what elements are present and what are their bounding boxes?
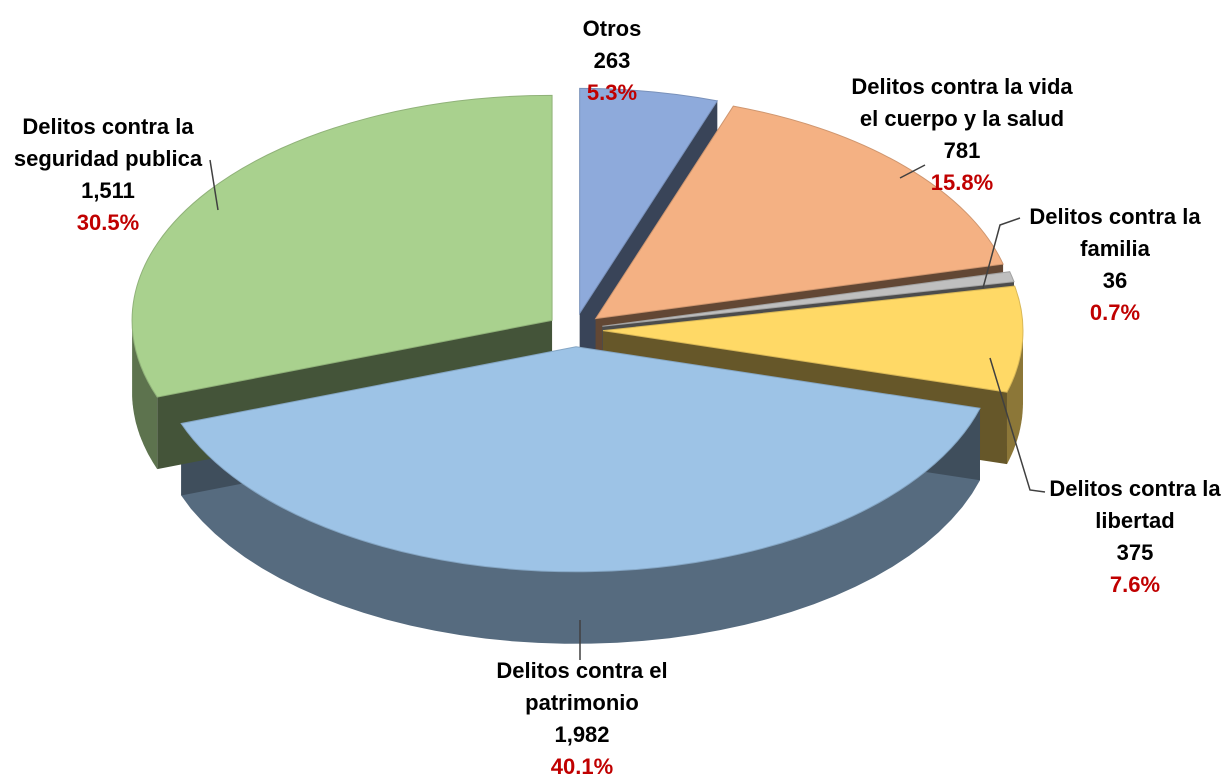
- slice: [131, 94, 553, 398]
- pie-tops: [131, 87, 1024, 573]
- slice-side: [132, 320, 158, 470]
- leader-line: [989, 357, 1046, 493]
- value-label: 263: [594, 48, 631, 73]
- category-label: Otros: [583, 16, 642, 41]
- category-label: Delitos contra la libertad: [1049, 476, 1221, 533]
- percentage-label: 40.1%: [551, 754, 613, 779]
- percentage-label: 7.6%: [1110, 572, 1160, 597]
- category-label: Delitos contra la familia: [1029, 204, 1201, 261]
- category-label: Delitos contra la vida el cuerpo y la sal…: [851, 74, 1073, 131]
- slice: [180, 346, 981, 573]
- percentage-label: 5.3%: [587, 80, 637, 105]
- leader-line: [899, 164, 926, 179]
- percentage-label: 30.5%: [77, 210, 139, 235]
- leader-line: [209, 159, 219, 211]
- value-label: 1,511: [81, 178, 135, 203]
- percentage-label: 0.7%: [1090, 300, 1140, 325]
- value-label: 1,982: [554, 722, 609, 747]
- leader-lines: [209, 159, 1046, 660]
- value-label: 36: [1103, 268, 1127, 293]
- slice: [579, 87, 719, 316]
- slice: [594, 105, 1004, 320]
- value-label: 375: [1117, 540, 1154, 565]
- labels: Otros 263 5.3% Delitos contra la vida el cue…: [14, 16, 1221, 779]
- percentage-label: 15.8%: [931, 170, 993, 195]
- category-label: Delitos contra el patrimonio: [496, 658, 667, 715]
- leader-line: [982, 217, 1021, 289]
- slice-side: [181, 408, 980, 644]
- slice: [602, 271, 1015, 327]
- category-label: Delitos contra la seguridad publica: [14, 114, 203, 171]
- value-label: 781: [944, 138, 981, 163]
- slice: [602, 285, 1024, 393]
- slice-side: [1007, 330, 1023, 465]
